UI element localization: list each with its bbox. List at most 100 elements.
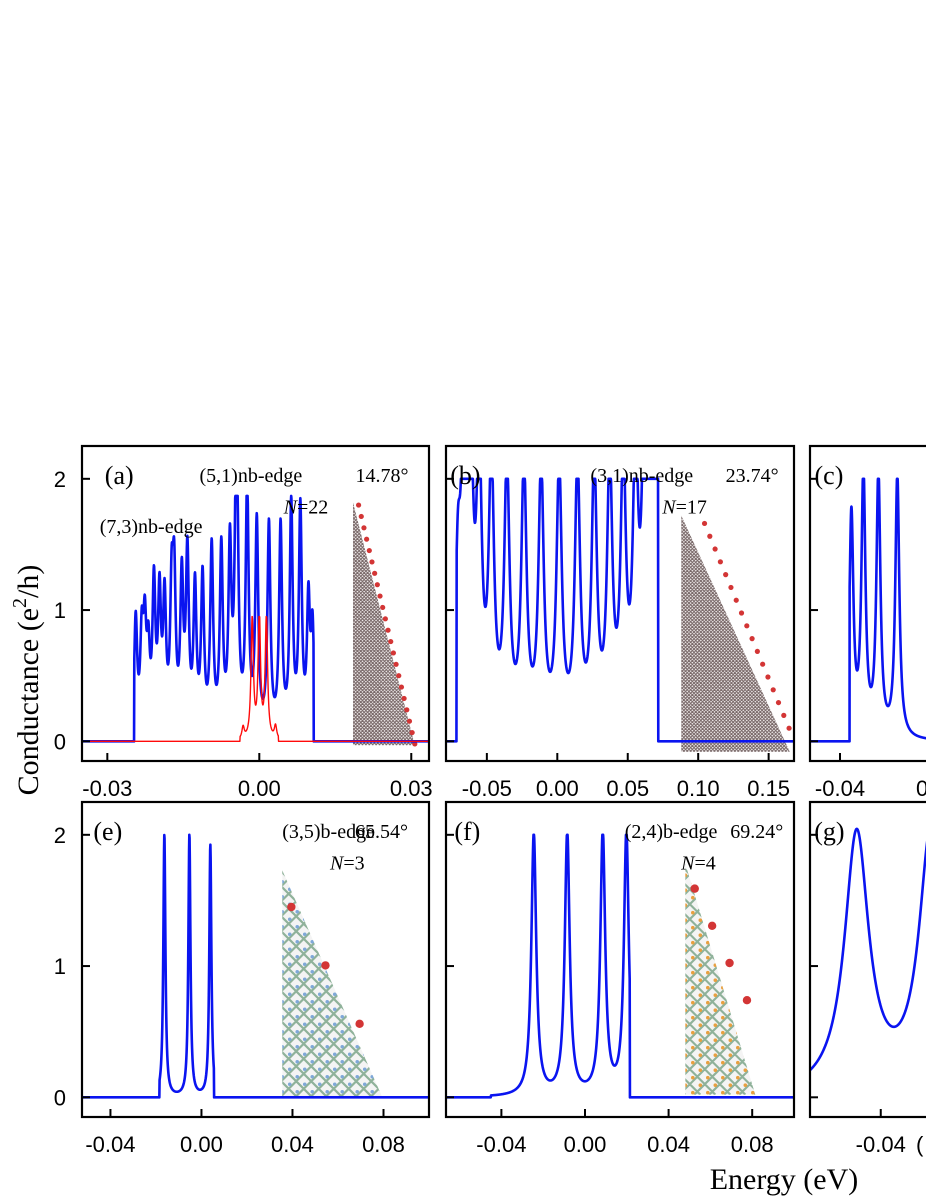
inset-atom [332,1052,337,1057]
inset-atom [721,985,725,990]
inset-atom [706,1000,710,1005]
edge-label-b: (3,1)nb-edge [590,465,693,487]
inset-atom [317,1022,322,1027]
inset-atom [325,1044,330,1049]
inset-atom [287,1082,292,1087]
inset-atom [685,963,688,967]
inset-atom [370,1059,375,1064]
inset-atom [362,992,367,997]
inset-atom [355,969,360,974]
inset-atom [721,880,725,885]
series-line-f-blue [446,833,794,1099]
inset-atom [377,932,382,937]
inset-atom [362,917,367,922]
inset-atom [325,984,330,989]
inset-atom [377,977,382,982]
inset-atom [325,999,330,1004]
inset-atom [317,1052,322,1057]
inset-atom [282,1059,285,1064]
inset-atom [721,1060,725,1065]
inset-atom [728,1083,733,1087]
inset-atom [295,909,300,914]
edge-label-a: (5,1)nb-edge [200,465,303,487]
inset-atom [706,955,710,960]
inset-atom [743,888,748,892]
inset-edge-atom [355,1019,364,1029]
inset-atom [743,918,748,922]
inset-atom [728,978,733,982]
inset-atom [325,1059,330,1064]
inset-atom [302,917,307,922]
inset-atom [721,925,725,930]
inset-atom [355,939,360,944]
inset-atom [287,947,292,952]
inset-atom [713,903,718,907]
inset-atom [698,933,703,937]
inset-atom [736,1060,740,1065]
inset-atom [310,954,315,959]
inset-atom [743,963,748,967]
inset-atom [685,993,688,997]
x-tick-label: 0.00 [238,776,281,801]
inset-atom [698,978,703,982]
inset-atom [685,1008,688,1012]
y-tick-label: 0 [54,1085,66,1110]
inset-atom [736,865,740,870]
inset-atom [340,924,345,929]
inset-atom [721,865,725,870]
inset-atom [721,970,725,975]
panel-g: -0.04 ((g) [808,800,926,1157]
inset-atom [325,924,330,929]
inset-atom [355,1074,360,1079]
inset-atom [721,955,725,960]
inset-atom [370,1014,375,1019]
inset-atom [317,992,322,997]
inset-atom [706,940,710,945]
inset-atom [370,1074,375,1079]
inset-atom [355,999,360,1004]
inset-atom [691,1000,695,1005]
inset-atom [310,1014,315,1019]
inset-atom [691,985,695,990]
panel-c: -0.04 0 (c) [808,444,926,801]
inset-atom [295,1059,300,1064]
inset-atom [370,909,375,914]
x-axis-title: Energy (eV) [710,1163,859,1196]
inset-edge-atom [287,902,296,912]
inset-atom [751,895,755,900]
inset-edge-atom [321,961,330,970]
n-label-e: N=3 [329,852,365,874]
inset-atom [302,1067,307,1072]
inset-atom [295,939,300,944]
n-symbol: N [680,852,696,874]
inset-atom [347,992,352,997]
inset-atom [685,978,688,982]
inset-atom [340,879,345,884]
inset-atom [282,1074,285,1079]
inset-atom [302,1022,307,1027]
inset-atom [295,894,300,899]
edge-label-e: (3,5)b-edge [282,821,375,843]
x-tick-label: -0.04 [476,1132,526,1157]
inset-atom [355,1089,360,1094]
inset-atom [736,955,740,960]
inset-atom [310,879,315,884]
inset-atom [728,1068,733,1072]
inset-edge-atom [725,958,734,968]
series-line-a-red [82,615,429,743]
n-label-f: N=4 [680,852,716,874]
inset-atom [317,1082,322,1087]
inset-atom [362,947,367,952]
inset-atom [340,954,345,959]
inset-atom [691,880,695,885]
inset-atom [340,1059,345,1064]
inset-atom [302,962,307,967]
inset-atom [736,1030,740,1035]
inset-atom [713,1068,718,1072]
inset-atom [310,1029,315,1034]
inset-atom [698,993,703,997]
inset-atom [685,1023,688,1027]
n-label-b: N=17 [661,496,707,518]
inset-atom [302,1052,307,1057]
inset-edge-atom [388,638,394,645]
